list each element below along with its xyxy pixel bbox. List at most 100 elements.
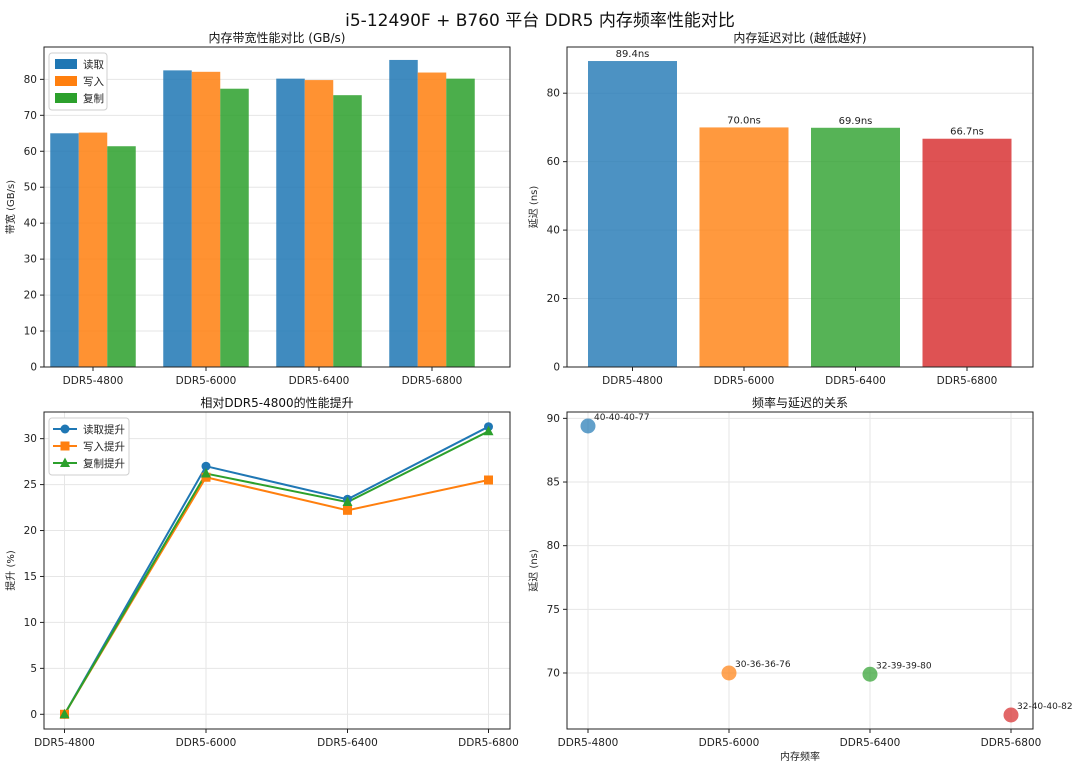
- x-tick-label: DDR5-6000: [176, 737, 237, 749]
- point-annotation: 32-40-40-82: [1017, 702, 1073, 712]
- x-tick-label: DDR5-6800: [937, 375, 998, 387]
- bar: [163, 70, 192, 367]
- y-tick-label: 40: [24, 218, 37, 230]
- scatter-point: [580, 418, 596, 434]
- data-point: [343, 505, 352, 515]
- y-axis-label: 延迟 (ns): [527, 549, 540, 592]
- scatter-point: [862, 666, 878, 682]
- data-point: [483, 425, 494, 436]
- plot-frame: [43, 411, 511, 730]
- series-line: [63, 425, 489, 715]
- y-tick-label: 10: [24, 617, 37, 629]
- x-tick-label: DDR5-6800: [458, 737, 519, 749]
- x-tick-label: DDR5-4800: [602, 375, 663, 387]
- legend-label: 复制: [83, 92, 104, 105]
- x-axis-label: 内存频率: [780, 750, 820, 763]
- legend-label: 读取提升: [83, 423, 125, 436]
- y-tick-label: 30: [24, 433, 37, 445]
- legend-swatch: [55, 59, 77, 69]
- x-tick-label: DDR5-6800: [402, 375, 463, 387]
- bar: [389, 59, 418, 368]
- y-tick-label: 90: [547, 413, 560, 425]
- legend-marker: [60, 457, 70, 467]
- y-tick-label: 80: [24, 74, 37, 86]
- series-line: [63, 476, 489, 715]
- y-axis-label: 提升 (%): [5, 550, 17, 591]
- y-tick-label: 5: [30, 663, 37, 675]
- x-tick-label: DDR5-6000: [176, 375, 237, 387]
- bar: [333, 95, 362, 367]
- data-point: [201, 461, 211, 471]
- y-tick-label: 40: [547, 225, 560, 237]
- scatter-point: [721, 665, 737, 681]
- legend-swatch: [55, 76, 77, 86]
- legend-label: 写入提升: [83, 441, 125, 453]
- chart-title: 内存延迟对比 (越低越好): [733, 31, 866, 45]
- y-tick-label: 50: [24, 182, 37, 194]
- legend-label: 写入: [83, 76, 104, 88]
- bar-data-label: 70.0ns: [727, 115, 761, 126]
- bar: [191, 71, 221, 367]
- y-tick-label: 80: [547, 88, 560, 100]
- y-tick-label: 20: [547, 293, 560, 305]
- legend-marker: [60, 441, 70, 451]
- legend-label: 复制提升: [83, 457, 125, 470]
- x-tick-label: DDR5-6000: [699, 737, 760, 749]
- x-tick-label: DDR5-6400: [317, 737, 378, 749]
- bar: [922, 138, 1012, 367]
- legend-box: [48, 417, 130, 476]
- x-tick-label: DDR5-4800: [63, 375, 124, 387]
- chart-title: 相对DDR5-4800的性能提升: [200, 395, 353, 410]
- legend-label: 读取: [83, 58, 104, 71]
- y-tick-label: 20: [24, 525, 37, 537]
- bar: [78, 132, 108, 367]
- y-tick-label: 10: [24, 326, 37, 338]
- y-tick-label: 0: [30, 709, 37, 721]
- data-point: [201, 468, 211, 478]
- legend-marker: [60, 424, 70, 434]
- data-point: [484, 475, 493, 485]
- chart-title: 内存带宽性能对比 (GB/s): [208, 30, 345, 45]
- bar: [220, 88, 249, 368]
- point-annotation: 30-36-36-76: [735, 660, 791, 670]
- x-tick-label: DDR5-6400: [840, 737, 901, 749]
- plot-frame: [43, 46, 511, 368]
- y-tick-label: 85: [547, 477, 560, 489]
- point-annotation: 32-39-39-80: [876, 661, 932, 671]
- bar: [50, 133, 79, 367]
- scatter-point: [1003, 707, 1019, 723]
- x-tick-label: DDR5-6400: [825, 375, 886, 387]
- y-tick-label: 70: [24, 110, 37, 122]
- data-point: [342, 496, 353, 507]
- bar: [417, 72, 447, 368]
- y-tick-label: 0: [553, 362, 560, 374]
- y-tick-label: 80: [547, 540, 560, 552]
- y-tick-label: 15: [24, 571, 37, 583]
- y-tick-label: 75: [547, 604, 560, 616]
- y-axis-label: 延迟 (ns): [527, 186, 540, 229]
- bar: [446, 78, 475, 368]
- plot-frame: [566, 411, 1034, 730]
- bar-data-label: 69.9ns: [839, 116, 873, 127]
- y-axis-label: 带宽 (GB/s): [4, 180, 17, 234]
- figure-title: i5-12490F + B760 平台 DDR5 内存频率性能对比: [345, 11, 735, 31]
- x-tick-label: DDR5-4800: [34, 737, 95, 749]
- y-tick-label: 25: [24, 479, 37, 491]
- y-tick-label: 60: [547, 156, 560, 168]
- bar: [811, 127, 900, 367]
- bar: [107, 146, 136, 367]
- bar: [276, 78, 305, 368]
- y-tick-label: 60: [24, 146, 37, 158]
- data-point: [59, 708, 70, 719]
- y-tick-label: 20: [24, 290, 37, 302]
- bar: [588, 61, 677, 368]
- plot-frame: [566, 46, 1034, 368]
- x-tick-label: DDR5-6800: [981, 737, 1042, 749]
- x-tick-label: DDR5-6000: [714, 375, 775, 387]
- x-tick-label: DDR5-4800: [558, 737, 619, 749]
- bar: [304, 80, 334, 368]
- y-tick-label: 70: [547, 667, 560, 679]
- y-tick-label: 0: [30, 362, 37, 374]
